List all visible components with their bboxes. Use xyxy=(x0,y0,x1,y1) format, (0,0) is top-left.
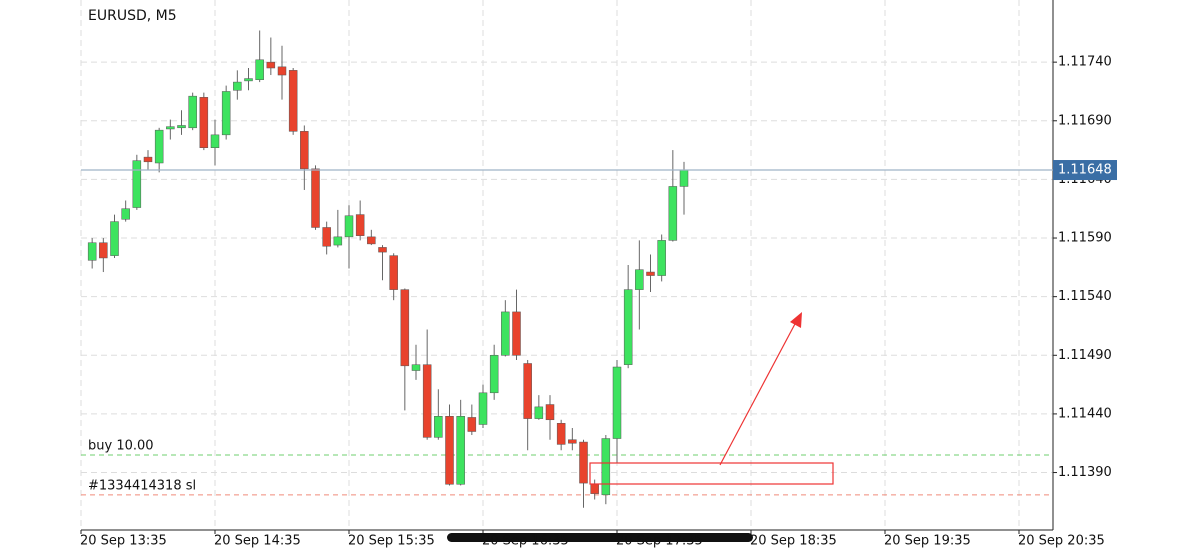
candle-body xyxy=(311,168,320,228)
candle-body xyxy=(568,439,577,444)
candle-body xyxy=(166,126,175,130)
candle-body xyxy=(389,255,398,290)
y-tick-label: 1.11440 xyxy=(1058,406,1112,421)
candle-body xyxy=(635,269,644,290)
order-level-label: buy 10.00 xyxy=(88,438,154,453)
candle-body xyxy=(601,438,611,496)
candle-body xyxy=(612,366,622,439)
x-tick-label: 20 Sep 16:35 xyxy=(482,534,569,549)
candle-body xyxy=(411,364,421,371)
x-tick-label: 20 Sep 20:35 xyxy=(1018,534,1105,549)
candle-body xyxy=(501,311,510,356)
chart-title: EURUSD, M5 xyxy=(88,8,177,24)
candle-body xyxy=(545,404,555,421)
candle-body xyxy=(244,78,253,82)
candle-body xyxy=(590,484,599,494)
candle-body xyxy=(400,289,410,367)
arrow-head xyxy=(790,312,802,328)
x-tick-label: 20 Sep 18:35 xyxy=(750,534,837,549)
candle-body xyxy=(679,169,689,187)
candle-body xyxy=(132,160,142,208)
x-tick-label: 20 Sep 19:35 xyxy=(884,534,971,549)
candle-body xyxy=(233,81,242,91)
candle-body xyxy=(467,417,477,432)
candles xyxy=(87,30,689,508)
candle-body xyxy=(177,125,186,129)
candle-body xyxy=(143,156,153,163)
candle-body xyxy=(657,240,666,276)
candle-body xyxy=(534,406,544,419)
candle-body xyxy=(266,61,276,69)
candle-body xyxy=(210,134,220,148)
candle-body xyxy=(422,364,432,438)
x-tick-label: 20 Sep 14:35 xyxy=(214,534,301,549)
candle-body xyxy=(154,129,164,164)
x-tick-label: 20 Sep 13:35 xyxy=(80,534,167,549)
candle-body xyxy=(188,95,197,129)
current-price-label: 1.11648 xyxy=(1058,163,1112,178)
candle-body xyxy=(344,215,354,238)
y-tick-label: 1.11490 xyxy=(1058,348,1112,363)
candle-body xyxy=(121,208,130,220)
candle-body xyxy=(221,91,231,136)
candle-body xyxy=(378,247,387,253)
y-tick-label: 1.11540 xyxy=(1058,289,1112,304)
candle-body xyxy=(300,131,309,170)
candle-body xyxy=(489,355,499,394)
y-tick-label: 1.11690 xyxy=(1058,113,1112,128)
candle-body xyxy=(322,227,331,247)
grid xyxy=(80,0,1057,534)
candle-body xyxy=(478,392,488,425)
annotation-box xyxy=(589,462,834,485)
candle-body xyxy=(255,59,264,80)
candle-body xyxy=(367,236,376,245)
candle-body xyxy=(355,214,365,236)
candle-body xyxy=(523,363,532,419)
x-tick-label: 20 Sep 15:35 xyxy=(348,534,435,549)
candle-body xyxy=(456,416,465,485)
home-indicator xyxy=(447,533,753,542)
y-tick-label: 1.11740 xyxy=(1058,55,1112,70)
candle-body xyxy=(199,97,209,148)
x-tick-label: 20 Sep 17:35 xyxy=(616,534,703,549)
candle-body xyxy=(668,186,678,241)
candle-body xyxy=(434,416,443,438)
y-tick-label: 1.11390 xyxy=(1058,465,1112,480)
candle-body xyxy=(646,271,655,276)
candle-body xyxy=(512,311,521,356)
candle-body xyxy=(556,423,566,445)
order-level-label: #1334414318 sl xyxy=(88,478,196,493)
current-price-tag xyxy=(1053,160,1117,181)
candle-body xyxy=(288,70,298,132)
y-tick-label: 1.11590 xyxy=(1058,231,1112,246)
annotation-arrow xyxy=(719,321,797,466)
candle-body xyxy=(87,242,97,261)
candle-body xyxy=(277,66,287,76)
candle-body xyxy=(99,242,108,259)
candle-body xyxy=(333,236,343,246)
candle-body xyxy=(110,221,119,256)
candle-body xyxy=(445,416,454,485)
candle-body xyxy=(579,441,588,484)
candle-body xyxy=(623,289,633,365)
